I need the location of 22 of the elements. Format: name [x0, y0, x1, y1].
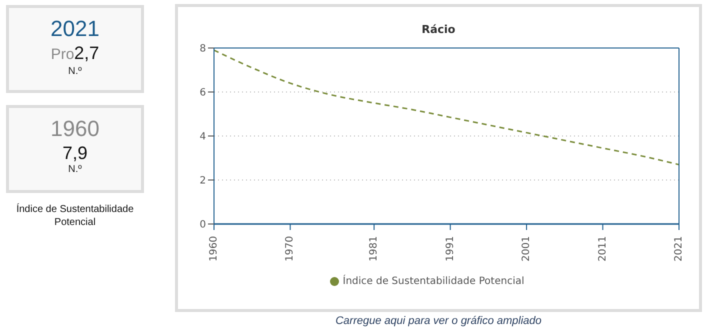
- text: 7,9: [61, 142, 89, 164]
- text: N.º: [67, 164, 83, 175]
- y-tick-label: 6: [200, 88, 206, 99]
- x-tick-label: 1970: [284, 236, 296, 262]
- text: N.º: [67, 66, 83, 77]
- text: Carregue aqui para ver o gráfico ampliado: [334, 315, 543, 327]
- x-tick-label: 2001: [521, 236, 532, 262]
- x-tick-label: 2011: [597, 236, 608, 262]
- x-tick-label: 1960: [208, 236, 220, 262]
- x-tick-label: 1981: [368, 236, 380, 262]
- x-tick-label: 1991: [444, 236, 456, 262]
- text: Pro: [50, 46, 74, 63]
- y-tick-label: 0: [200, 220, 206, 231]
- text: 1960: [50, 116, 100, 142]
- y-tick-label: 4: [200, 132, 206, 143]
- x-tick-label: 2021: [674, 236, 684, 262]
- text: 2021: [50, 16, 100, 42]
- y-tick-label: 8: [200, 44, 206, 55]
- chart-title: Rácio: [420, 23, 456, 36]
- text: Índice de Sustentabilidade Potencial: [15, 203, 135, 229]
- y-tick-label: 2: [200, 176, 206, 187]
- legend-label: Índice de Sustentabilidade Potencial: [342, 276, 524, 287]
